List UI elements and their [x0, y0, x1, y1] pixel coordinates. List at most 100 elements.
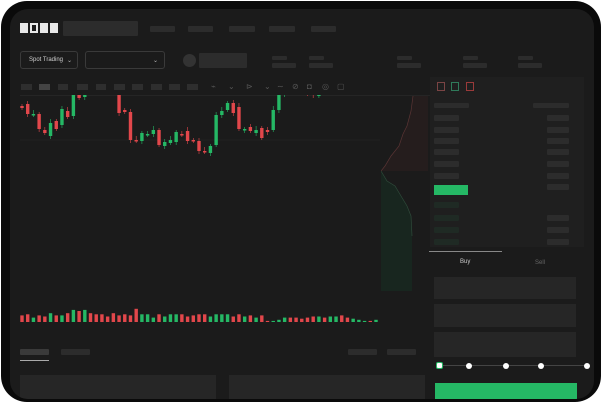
nav-item[interactable]: [311, 26, 336, 32]
volume-bar: [174, 314, 178, 322]
slider-handle[interactable]: [436, 362, 443, 369]
volume-bar: [128, 315, 133, 322]
volume-bar: [311, 316, 315, 322]
candle: [185, 131, 190, 141]
market-type-select[interactable]: Spot Trading ⌄: [20, 51, 78, 69]
timeframe-button[interactable]: [21, 84, 32, 90]
bid-price[interactable]: [434, 215, 459, 221]
candle: [220, 111, 224, 115]
candle: [20, 106, 24, 108]
volume-bar: [83, 309, 87, 322]
volume-bar: [260, 315, 264, 322]
volume-bar: [242, 316, 247, 322]
candle: [37, 114, 41, 129]
candle: [60, 109, 64, 125]
buy-tab[interactable]: Buy: [460, 259, 471, 265]
order-history-tab[interactable]: [61, 349, 90, 355]
amount-input[interactable]: [434, 304, 576, 327]
candle: [145, 134, 150, 136]
candle: [54, 121, 58, 129]
ask-amount: [547, 149, 569, 155]
volume-bar: [71, 309, 76, 322]
open-orders-tab[interactable]: [20, 349, 49, 355]
chevron-down-icon[interactable]: ⌄: [228, 82, 235, 91]
ruler-icon[interactable]: ⊘: [292, 82, 299, 91]
candle: [48, 123, 53, 136]
candle: [83, 95, 87, 97]
order-book-asks-icon[interactable]: [466, 82, 474, 91]
orders-panel: [20, 375, 216, 399]
slider-stop[interactable]: [503, 363, 509, 369]
timeframe-button[interactable]: [58, 84, 68, 90]
slider-stop[interactable]: [466, 363, 472, 369]
buy-button[interactable]: [435, 383, 577, 399]
line-icon[interactable]: ∼: [277, 82, 284, 91]
ask-price[interactable]: [434, 138, 459, 144]
draw-tool-icon[interactable]: ⊳: [246, 82, 253, 91]
volume-bar: [140, 314, 144, 322]
volume-bar: [48, 313, 53, 322]
settings-icon[interactable]: ◎: [322, 82, 329, 91]
timeframe-button[interactable]: [132, 84, 143, 90]
chevron-down-icon: ⌄: [152, 57, 158, 64]
timeframe-button[interactable]: [114, 84, 125, 90]
total-input[interactable]: [434, 332, 576, 357]
volume-bar: [151, 317, 156, 322]
ask-price[interactable]: [434, 149, 459, 155]
nav-item[interactable]: [229, 26, 255, 32]
order-book-both-icon[interactable]: [437, 82, 445, 91]
camera-icon[interactable]: ◘: [307, 82, 312, 91]
pair-select[interactable]: ⌄: [85, 51, 165, 69]
timeframe-button[interactable]: [187, 84, 198, 90]
order-book-bids-icon[interactable]: [451, 82, 459, 91]
timeframe-button[interactable]: [39, 84, 50, 90]
price-input[interactable]: [434, 277, 576, 299]
nav-item[interactable]: [188, 26, 213, 32]
timeframe-button[interactable]: [169, 84, 180, 90]
slider-stop[interactable]: [584, 363, 590, 369]
volume-bar: [105, 316, 110, 322]
volume-bar: [351, 318, 355, 322]
candlestick-chart[interactable]: [10, 95, 430, 335]
candle: [134, 140, 138, 142]
candle: [208, 146, 213, 153]
volume-bar: [328, 316, 333, 322]
volume-bar: [168, 314, 173, 322]
fullscreen-icon[interactable]: ▢: [337, 82, 345, 91]
slider-stop[interactable]: [538, 363, 544, 369]
volume-bar: [237, 314, 241, 322]
bid-price[interactable]: [434, 239, 459, 245]
filter-button[interactable]: [348, 349, 377, 355]
ask-price[interactable]: [434, 127, 459, 133]
chevron-down-icon: ⌄: [67, 57, 73, 64]
nav-item[interactable]: [150, 26, 175, 32]
candle: [65, 111, 70, 117]
timeframe-button[interactable]: [77, 84, 88, 90]
filter-button[interactable]: [387, 349, 416, 355]
nav-item[interactable]: [269, 26, 295, 32]
candle: [180, 134, 184, 136]
ask-price[interactable]: [434, 115, 459, 121]
volume-bar: [368, 320, 372, 322]
stat-label: [463, 56, 478, 60]
volume-bar: [185, 316, 190, 322]
bid-price[interactable]: [434, 227, 459, 233]
candle: [248, 127, 253, 131]
candle: [123, 110, 127, 112]
ask-amount: [547, 161, 569, 167]
sell-tab[interactable]: Sell: [535, 260, 546, 266]
okx-logo[interactable]: [20, 23, 58, 35]
timeframe-button[interactable]: [151, 84, 162, 90]
chevron-down-icon[interactable]: ⌄: [264, 82, 271, 91]
volume-bar: [265, 320, 270, 322]
slider-track[interactable]: [439, 365, 589, 366]
ask-price[interactable]: [434, 173, 459, 179]
ask-price[interactable]: [434, 161, 459, 167]
search-bar[interactable]: [63, 21, 138, 36]
candle: [242, 129, 247, 131]
indicator-icon[interactable]: ⌁: [211, 82, 216, 91]
bid-price[interactable]: [434, 202, 459, 208]
timeframe-button[interactable]: [96, 84, 106, 90]
candle: [225, 103, 230, 110]
volume-bar: [277, 319, 281, 322]
